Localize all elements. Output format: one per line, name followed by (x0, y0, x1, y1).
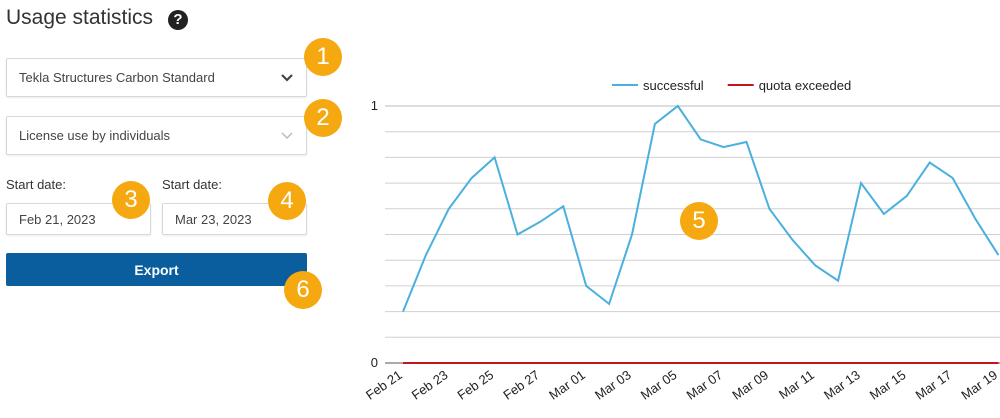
x-tick-label: Mar 09 (729, 367, 771, 402)
start-label: Start date: (6, 177, 66, 192)
chevron (281, 74, 293, 82)
report-select[interactable]: License use by individuals (6, 116, 307, 155)
callout: 3 (112, 181, 150, 219)
chevron (281, 132, 293, 140)
x-tick-label: Mar 15 (867, 367, 909, 402)
page-title: Usage statistics (6, 6, 154, 29)
x-tick-label: Feb 25 (455, 367, 497, 403)
end-value: Mar 23, 2023 (175, 211, 252, 227)
report-value: License use by individuals (19, 128, 171, 143)
x-tick-label: Mar 03 (592, 367, 634, 402)
callout: 6 (284, 271, 322, 309)
x-tick-label: Feb 23 (409, 367, 451, 403)
export-button[interactable]: Export (6, 253, 307, 286)
x-tick-label: Feb 21 (363, 367, 405, 403)
callout: 1 (304, 38, 342, 76)
y-tick-label: 0 (371, 355, 378, 370)
callout: 4 (268, 182, 306, 220)
legend-label: quota exceeded (759, 78, 852, 93)
x-tick-label: Feb 27 (500, 367, 542, 403)
product-value: Tekla Structures Carbon Standard (19, 70, 215, 85)
help-icon[interactable]: ? (168, 10, 188, 30)
x-tick-label: Mar 13 (821, 367, 863, 402)
x-tick-label: Mar 07 (684, 367, 726, 402)
x-tick-label: Mar 01 (546, 367, 588, 402)
x-tick-label: Mar 05 (638, 367, 680, 402)
callout: 2 (304, 99, 342, 137)
product-select[interactable]: Tekla Structures Carbon Standard (6, 58, 307, 97)
series-line (402, 104, 1000, 312)
legend-label: successful (643, 78, 704, 93)
callout: 5 (680, 202, 718, 240)
x-tick-label: Mar 11 (776, 367, 817, 402)
x-tick-label: Mar 17 (913, 367, 955, 402)
x-tick-label: Mar 19 (958, 367, 1000, 402)
start-value: Feb 21, 2023 (19, 211, 96, 227)
end-label: Start date: (162, 177, 222, 192)
y-tick-label: 1 (371, 98, 378, 113)
